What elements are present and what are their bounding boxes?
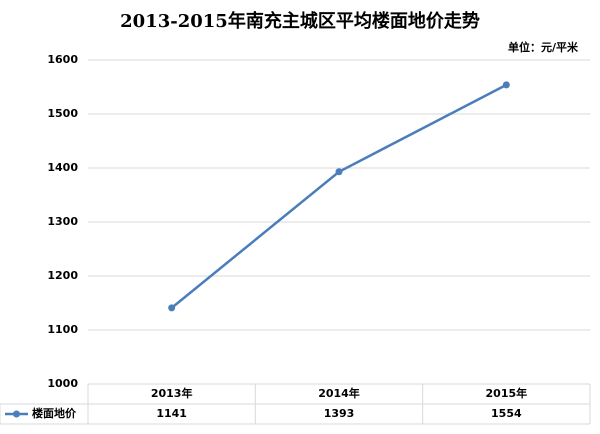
table-value: 1554 xyxy=(491,407,522,420)
y-tick-label: 1300 xyxy=(47,215,78,228)
y-tick-label: 1200 xyxy=(47,269,78,282)
y-tick-label: 1500 xyxy=(47,107,78,120)
legend-marker xyxy=(13,410,20,418)
data-point xyxy=(168,304,176,312)
chart-title: 2013-2015年南充主城区平均楼面地价走势 xyxy=(120,10,480,32)
y-tick-label: 1400 xyxy=(47,161,78,174)
y-tick-label: 1000 xyxy=(47,377,78,390)
series-line xyxy=(170,83,507,309)
unit-label: 单位：元/平米 xyxy=(508,40,579,54)
table-value: 1141 xyxy=(156,407,187,420)
x-tick-label: 2013年 xyxy=(151,386,193,400)
y-tick-label: 1600 xyxy=(47,53,78,66)
data-point xyxy=(335,168,343,176)
x-tick-label: 2014年 xyxy=(318,386,360,400)
y-tick-label: 1100 xyxy=(47,323,78,336)
data-point xyxy=(502,81,510,89)
legend-label: 楼面地价 xyxy=(32,406,77,420)
table-value: 1393 xyxy=(324,407,355,420)
x-tick-label: 2015年 xyxy=(486,386,528,400)
